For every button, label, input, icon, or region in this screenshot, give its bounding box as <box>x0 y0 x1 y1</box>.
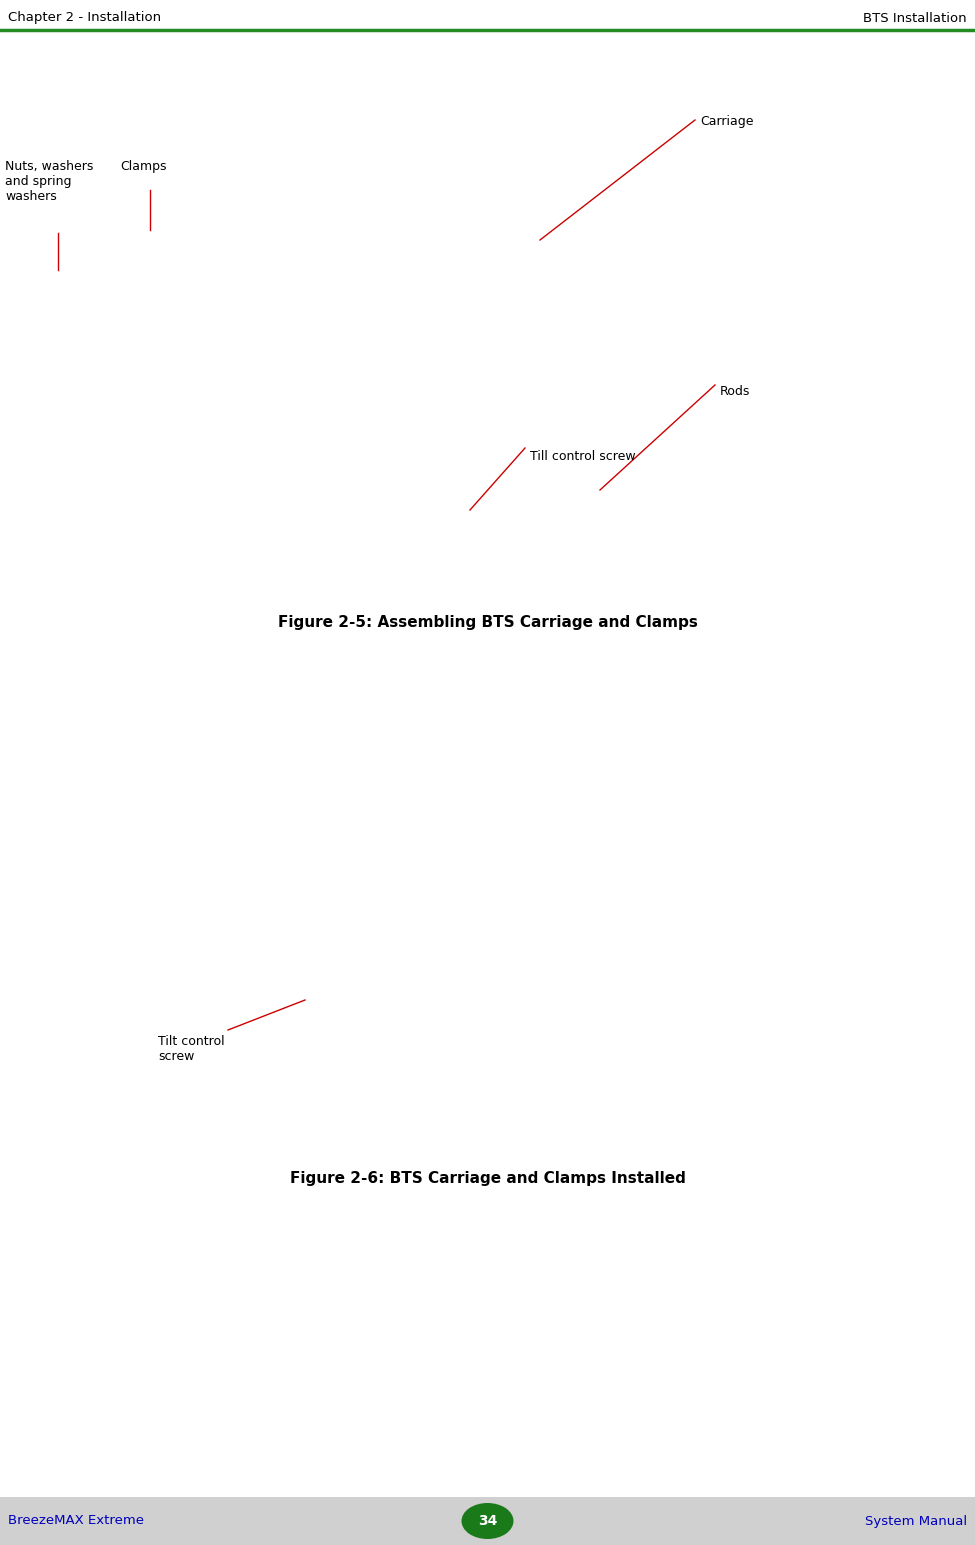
Text: Carriage: Carriage <box>700 114 754 128</box>
Text: BTS Installation: BTS Installation <box>864 11 967 25</box>
Text: Chapter 2 - Installation: Chapter 2 - Installation <box>8 11 161 25</box>
Text: Figure 2-5: Assembling BTS Carriage and Clamps: Figure 2-5: Assembling BTS Carriage and … <box>278 615 697 630</box>
Text: Tilt control
screw: Tilt control screw <box>158 1035 224 1063</box>
Ellipse shape <box>461 1503 514 1539</box>
Text: Nuts, washers
and spring
washers: Nuts, washers and spring washers <box>5 161 94 202</box>
Text: Figure 2-6: BTS Carriage and Clamps Installed: Figure 2-6: BTS Carriage and Clamps Inst… <box>290 1171 685 1185</box>
Text: System Manual: System Manual <box>865 1514 967 1528</box>
Text: Rods: Rods <box>720 385 751 399</box>
Text: BreezeMAX Extreme: BreezeMAX Extreme <box>8 1514 144 1528</box>
Text: Clamps: Clamps <box>120 161 167 173</box>
Bar <box>0 1497 975 1545</box>
Text: Till control screw: Till control screw <box>530 450 636 464</box>
Text: 34: 34 <box>478 1514 497 1528</box>
